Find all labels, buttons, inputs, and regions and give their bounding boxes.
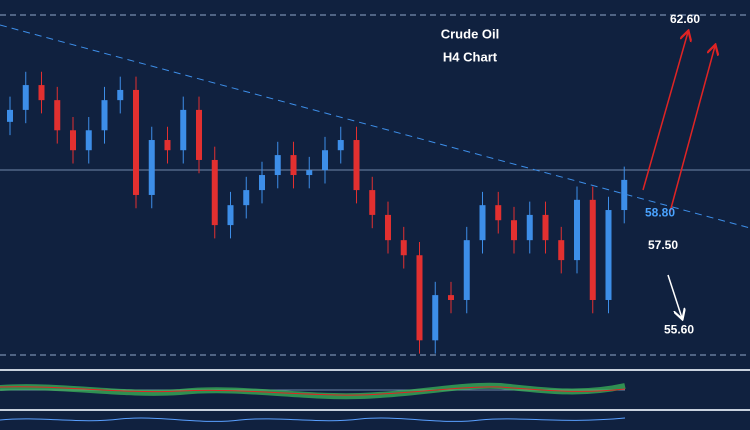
candle-body	[274, 155, 281, 176]
candle-body	[605, 210, 612, 300]
candle-body	[85, 130, 92, 151]
chart-title: Crude Oil	[441, 26, 500, 41]
level-label: 62.60	[670, 12, 700, 26]
candle-body	[117, 89, 124, 101]
oscillator	[0, 417, 626, 422]
trend-line	[0, 24, 750, 229]
chart-subtitle: H4 Chart	[443, 49, 498, 64]
candle-body	[526, 214, 533, 241]
candle-body	[211, 159, 218, 226]
candle-body	[574, 199, 580, 261]
candle-body	[196, 109, 202, 160]
candle-body	[353, 140, 360, 191]
candle-body	[479, 205, 486, 241]
candle-body	[70, 130, 76, 151]
candle-body	[589, 199, 596, 300]
candle-body	[558, 240, 565, 261]
candle-body	[385, 214, 391, 241]
candle-body	[164, 140, 171, 151]
candle-body	[432, 295, 439, 341]
candle-body	[38, 85, 45, 101]
candle-body	[621, 179, 628, 211]
candle-body	[448, 295, 454, 300]
candle-body	[416, 255, 423, 341]
candle-body	[243, 190, 250, 206]
candle-body	[101, 100, 108, 131]
candle-body	[542, 214, 549, 241]
candle-body	[54, 100, 61, 131]
candle-body	[463, 240, 470, 300]
level-label: 58.80	[645, 205, 675, 219]
candle-body	[259, 175, 265, 191]
level-label: 55.60	[664, 322, 694, 336]
candle-body	[511, 220, 517, 241]
indicator-signal	[0, 386, 626, 396]
candle-body	[180, 109, 187, 151]
candle-body	[322, 150, 328, 171]
level-label: 57.50	[648, 238, 678, 252]
arrow	[669, 46, 715, 213]
candle-body	[148, 140, 155, 195]
candle-body	[400, 240, 407, 256]
candle-body	[133, 89, 139, 195]
candle-body	[369, 190, 376, 215]
candle-body	[495, 205, 502, 221]
candle-body	[290, 155, 297, 176]
candle-body	[7, 109, 13, 122]
arrow	[667, 274, 682, 318]
candle-body	[22, 85, 29, 110]
arrow	[642, 32, 688, 191]
candle-body	[337, 140, 344, 151]
candle-body	[227, 205, 234, 226]
candle-body	[306, 170, 313, 176]
